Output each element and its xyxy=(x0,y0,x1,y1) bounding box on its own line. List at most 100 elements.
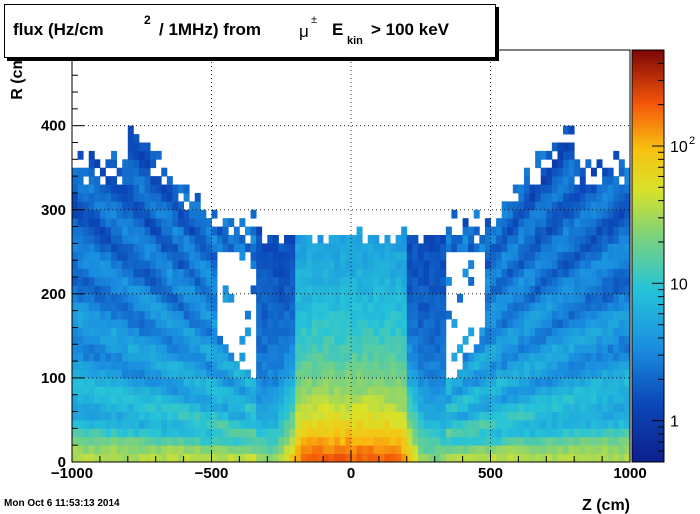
heatmap-cell xyxy=(462,268,469,278)
heatmap-cell xyxy=(172,285,179,295)
heatmap-cell xyxy=(205,335,212,345)
heatmap-cell xyxy=(228,361,235,370)
heatmap-cell xyxy=(484,428,491,438)
heatmap-cell xyxy=(501,201,508,211)
heatmap-cell xyxy=(317,436,324,446)
heatmap-cell xyxy=(401,369,408,379)
heatmap-cell xyxy=(77,201,84,211)
heatmap-cell xyxy=(596,268,603,278)
heatmap-cell xyxy=(395,436,402,446)
heatmap-cell xyxy=(523,369,530,379)
heatmap-cell xyxy=(111,419,118,429)
heatmap-cell xyxy=(77,176,84,185)
heatmap-cell xyxy=(613,302,620,312)
heatmap-cell xyxy=(183,445,190,454)
heatmap-cell xyxy=(72,445,78,454)
heatmap-cell xyxy=(205,260,212,270)
heatmap-cell xyxy=(328,335,335,345)
heatmap-cell xyxy=(417,369,424,379)
heatmap-cell xyxy=(161,361,168,370)
heatmap-cell xyxy=(217,335,224,345)
heatmap-cell xyxy=(540,176,547,185)
heatmap-cell xyxy=(83,251,90,261)
heatmap-cell xyxy=(618,167,625,177)
heatmap-cell xyxy=(468,386,475,396)
heatmap-cell xyxy=(339,436,346,446)
heatmap-cell xyxy=(172,218,179,227)
heatmap-cell xyxy=(451,411,458,421)
heatmap-cell xyxy=(284,277,291,286)
heatmap-cell xyxy=(579,327,586,337)
heatmap-cell xyxy=(551,293,558,303)
heatmap-cell xyxy=(535,319,542,328)
heatmap-cell xyxy=(546,453,553,462)
heatmap-cell xyxy=(607,386,614,396)
heatmap-cell xyxy=(546,411,553,421)
heatmap-cell xyxy=(105,293,112,303)
heatmap-cell xyxy=(607,285,614,295)
heatmap-cell xyxy=(540,268,547,278)
heatmap-cell xyxy=(367,319,374,328)
heatmap-cell xyxy=(105,453,112,462)
heatmap-cell xyxy=(88,369,95,379)
heatmap-cell xyxy=(529,436,536,446)
heatmap-cell xyxy=(585,394,592,404)
heatmap-cell xyxy=(496,251,503,261)
heatmap-cell xyxy=(155,428,162,438)
heatmap-cell xyxy=(624,167,630,177)
heatmap-cell xyxy=(178,243,184,253)
heatmap-cell xyxy=(261,260,268,270)
heatmap-cell xyxy=(194,386,201,396)
heatmap-cell xyxy=(540,310,547,320)
heatmap-cell xyxy=(183,192,190,202)
heatmap-cell xyxy=(468,352,475,362)
heatmap-cell xyxy=(178,361,184,370)
heatmap-cell xyxy=(384,260,391,270)
heatmap-cell xyxy=(244,428,251,438)
heatmap-cell xyxy=(295,419,302,429)
heatmap-cell xyxy=(390,268,397,278)
heatmap-cell xyxy=(339,251,346,261)
heatmap-cell xyxy=(462,428,469,438)
heatmap-cell xyxy=(496,369,503,379)
heatmap-cell xyxy=(172,386,179,396)
heatmap-cell xyxy=(155,394,162,404)
heatmap-cell xyxy=(423,302,430,312)
heatmap-cell xyxy=(490,403,497,412)
heatmap-cell xyxy=(523,277,530,286)
heatmap-cell xyxy=(278,386,285,396)
heatmap-cell xyxy=(306,361,313,370)
heatmap-cell xyxy=(563,234,570,244)
heatmap-cell xyxy=(596,293,603,303)
heatmap-cell xyxy=(217,352,224,362)
heatmap-cell xyxy=(105,285,112,295)
heatmap-cell xyxy=(563,377,570,387)
heatmap-cell xyxy=(250,436,257,446)
heatmap-cell xyxy=(401,445,408,454)
heatmap-cell xyxy=(295,361,302,370)
heatmap-cell xyxy=(579,260,586,270)
heatmap-cell xyxy=(105,386,112,396)
heatmap-cell xyxy=(490,310,497,320)
heatmap-cell xyxy=(490,369,497,379)
heatmap-cell xyxy=(122,159,129,169)
heatmap-cell xyxy=(351,386,357,396)
heatmap-cell xyxy=(563,142,570,152)
heatmap-cell xyxy=(590,285,597,295)
heatmap-cell xyxy=(523,419,530,429)
heatmap-cell xyxy=(356,445,363,454)
heatmap-cell xyxy=(267,293,274,303)
heatmap-cell xyxy=(395,335,402,345)
heatmap-cell xyxy=(217,453,224,462)
heatmap-cell xyxy=(127,445,134,454)
heatmap-cell xyxy=(479,436,486,446)
heatmap-cell xyxy=(295,234,302,244)
heatmap-cell xyxy=(222,453,229,462)
heatmap-cell xyxy=(523,319,530,328)
heatmap-cell xyxy=(551,310,558,320)
heatmap-cell xyxy=(200,218,207,227)
heatmap-cell xyxy=(194,243,201,253)
heatmap-cell xyxy=(83,285,90,295)
heatmap-cell xyxy=(194,394,201,404)
heatmap-cell xyxy=(596,377,603,387)
